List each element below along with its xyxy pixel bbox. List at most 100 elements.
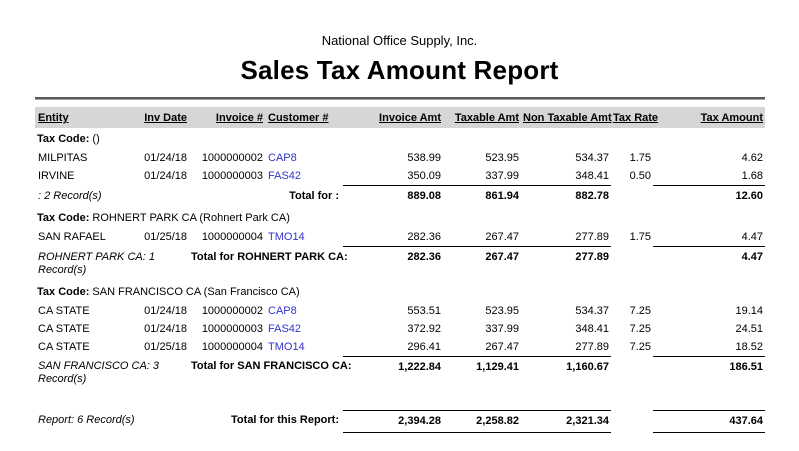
report-total-label: Total for this Report: [231,414,339,426]
col-header-customer-no: Customer # [265,107,343,128]
sales-tax-table: Entity Inv Date Invoice # Customer # Inv… [35,107,765,433]
group-total-label: Total for SAN FRANCISCO CA: [191,360,352,372]
report-record-count: Report: 6 Record(s) [38,414,135,426]
customer-link[interactable]: TMO14 [268,340,305,353]
spacer-row [35,390,765,410]
customer-cell: FAS42 [265,320,343,338]
report-total-taxable-amt: 2,258.82 [443,409,521,433]
col-header-taxable-amt: Taxable Amt [443,107,521,128]
customer-link[interactable]: FAS42 [268,170,302,182]
inv-date-cell: 01/24/18 [144,322,187,335]
customer-cell: TMO14 [265,228,343,247]
group-record-count: ROHNERT PARK CA: 1 Record(s) [38,250,155,276]
col-header-entity: Entity [35,107,115,128]
tax-amount-cell: 19.14 [735,304,763,317]
subtotal-invoice-amt: 889.08 [343,185,443,207]
invoice-no-cell: 1000000004 [201,231,263,243]
table-row: IRVINE 01/24/18 1000000003 FAS42 350.09 … [35,167,765,186]
inv-date-cell: 01/24/18 [144,170,187,182]
inv-date-cell: 01/25/18 [144,231,187,243]
inv-date-cell: 01/25/18 [144,340,187,353]
tax-code-heading: Tax Code: SAN FRANCISCO CA (San Francisc… [35,281,765,302]
table-row: CA STATE 01/25/18 1000000004 TMO14 296.4… [35,338,765,357]
subtotal-invoice-amt: 282.36 [343,246,443,281]
subtotal-taxable-amt: 267.47 [443,246,521,281]
entity-cell: SAN RAFAEL [38,231,106,243]
non-taxable-amt-cell: 348.41 [575,170,609,182]
tax-code-heading: Tax Code: ROHNERT PARK CA (Rohnert Park … [35,207,765,228]
invoice-no-cell: 1000000004 [201,340,263,353]
tax-code-value: ROHNERT PARK CA (Rohnert Park CA) [92,212,290,224]
subtotal-tax-amount: 186.51 [653,355,765,390]
invoice-no-cell: 1000000002 [201,304,263,317]
tax-rate-cell: 7.25 [629,322,651,335]
inv-date-cell: 01/24/18 [144,152,187,164]
group-total-label: Total for : [289,189,339,202]
report-total-tax-rate-empty [611,410,653,432]
tax-rate-cell: 0.50 [629,170,651,182]
subtotal-tax-amount: 4.47 [653,246,765,281]
tax-code-label: Tax Code: [37,133,90,145]
customer-link[interactable]: TMO14 [268,231,305,243]
tax-code-label: Tax Code: [37,285,90,298]
group-record-count: SAN FRANCISCO CA: 3 Record(s) [38,360,160,385]
tax-code-label: Tax Code: [37,212,90,224]
entity-cell: CA STATE [38,304,90,317]
non-taxable-amt-cell: 277.89 [575,340,609,353]
group-header-row: Tax Code: SAN FRANCISCO CA (San Francisc… [35,281,765,302]
subtotal-taxable-amt: 861.94 [443,185,521,207]
col-header-tax-amount: Tax Amount [653,107,765,128]
col-header-non-taxable-amt: Non Taxable Amt [521,107,612,128]
customer-link[interactable]: CAP8 [268,152,297,164]
entity-cell: CA STATE [38,340,90,353]
table-header-row: Entity Inv Date Invoice # Customer # Inv… [35,107,765,128]
subtotal-tax-rate-empty [611,247,653,281]
customer-cell: CAP8 [265,302,343,320]
entity-cell: MILPITAS [38,152,88,164]
report-total-non-taxable-amt: 2,321.34 [521,409,611,433]
customer-cell: TMO14 [265,338,343,357]
tax-amount-cell: 1.68 [741,170,763,182]
col-header-invoice-no: Invoice # [189,107,265,128]
col-header-tax-rate: Tax Rate [611,107,658,128]
tax-code-value: SAN FRANCISCO CA (San Francisco CA) [92,285,300,298]
tax-rate-cell: 7.25 [629,340,651,353]
page-title: Sales Tax Amount Report [240,55,559,85]
tax-rate-cell: 7.25 [629,304,651,317]
table-row: MILPITAS 01/24/18 1000000002 CAP8 538.99… [35,149,765,167]
subtotal-non-taxable-amt: 277.89 [521,246,611,281]
tax-rate-cell: 1.75 [629,231,651,243]
invoice-amt-cell: 553.51 [407,304,441,317]
taxable-amt-cell: 267.47 [485,231,519,243]
customer-cell: CAP8 [265,149,343,167]
invoice-amt-cell: 350.09 [407,170,441,182]
non-taxable-amt-cell: 534.37 [575,304,609,317]
table-row: SAN RAFAEL 01/25/18 1000000004 TMO14 282… [35,228,765,247]
col-header-inv-date: Inv Date [115,107,189,128]
invoice-amt-cell: 296.41 [407,340,441,353]
table-row: CA STATE 01/24/18 1000000002 CAP8 553.51… [35,302,765,320]
group-subtotal-row: ROHNERT PARK CA: 1 Record(s) Total for R… [35,246,765,281]
customer-link[interactable]: CAP8 [268,304,297,317]
col-header-invoice-amt: Invoice Amt [343,107,443,128]
taxable-amt-cell: 337.99 [485,322,519,335]
tax-code-value: () [92,133,100,145]
table-row: CA STATE 01/24/18 1000000003 FAS42 372.9… [35,320,765,338]
header-divider [35,97,765,100]
tax-amount-cell: 18.52 [735,340,763,353]
subtotal-tax-amount: 12.60 [653,185,765,207]
group-subtotal-row: : 2 Record(s) Total for : 889.08 861.94 … [35,185,765,207]
invoice-amt-cell: 538.99 [407,152,441,164]
tax-amount-cell: 4.62 [741,152,763,164]
taxable-amt-cell: 337.99 [485,170,519,182]
company-name: National Office Supply, Inc. [321,33,478,48]
invoice-no-cell: 1000000003 [201,322,263,335]
entity-cell: IRVINE [38,170,75,182]
customer-cell: FAS42 [265,167,343,186]
taxable-amt-cell: 523.95 [485,152,519,164]
invoice-amt-cell: 372.92 [407,322,441,335]
group-record-count: : 2 Record(s) [38,189,102,202]
customer-link[interactable]: FAS42 [268,322,302,335]
subtotal-non-taxable-amt: 1,160.67 [521,355,611,390]
report-total-invoice-amt: 2,394.28 [343,409,443,433]
